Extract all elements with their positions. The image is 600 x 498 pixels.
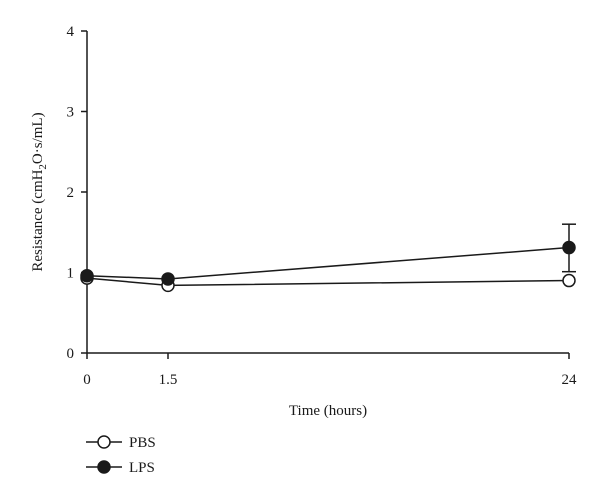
y-axis-title-prefix: Resistance (cmH [30,169,46,271]
lps-data-point [562,240,576,255]
lps-series-line [86,246,570,280]
lps-data-point [161,272,175,286]
y-axis-ticks: 0 1 2 3 4 [67,24,87,362]
pbs-data-point [562,273,576,288]
plot-area [80,223,576,293]
pbs-legend-marker [97,435,111,449]
legend: PBS LPS [86,435,156,476]
pbs-legend-label: PBS [129,435,156,451]
lps-data-point [80,268,94,283]
x-tick-label: 1.5 [159,372,178,388]
lps-legend-marker [97,460,111,474]
y-tick-label: 1 [67,266,75,282]
y-tick-label: 3 [67,105,75,121]
x-tick-label: 0 [83,372,91,388]
lps-legend-label: LPS [129,460,155,476]
y-axis-title-suffix: O·s/mL) [30,112,46,164]
x-tick-label: 24 [562,372,578,388]
y-tick-label: 2 [67,185,75,201]
y-axis-title: Resistance (cmH2O·s/mL) [30,112,49,271]
x-axis-title: Time (hours) [289,403,367,419]
y-tick-label: 4 [67,24,75,40]
y-axis-title-subscript: 2 [37,164,49,170]
y-tick-label: 0 [67,346,75,362]
x-axis-ticks: 0 1.5 24 [83,353,577,388]
